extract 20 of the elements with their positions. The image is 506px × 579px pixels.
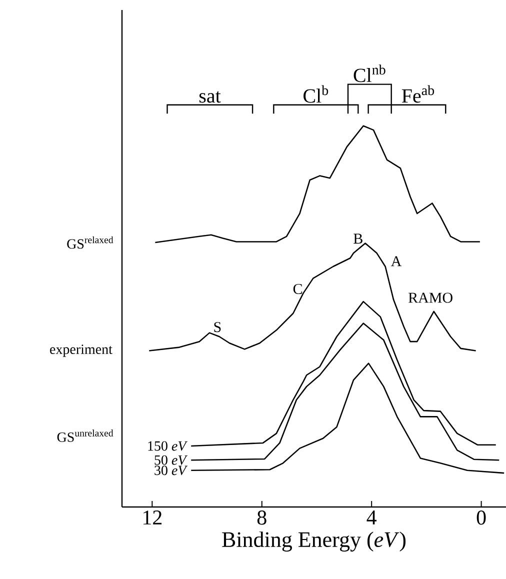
x-tick-label: 4 (366, 510, 377, 524)
annotation: A (390, 256, 402, 266)
x-axis-title: Binding Energy (eV) (222, 532, 406, 552)
text: Fe$^{ab}$ (402, 85, 434, 103)
series-label: 30 eV (154, 466, 188, 476)
x-tick-label: 8 (257, 510, 266, 525)
text: sat (199, 91, 221, 103)
annotation: B (354, 234, 362, 244)
text: $\mathrm{GS}^{\mathrm{unrelaxed}}$ (57, 430, 114, 442)
x-tick-label: 12 (144, 510, 162, 524)
series-label: 150 eV (148, 441, 188, 451)
text: experiment (50, 344, 112, 357)
text: Cl$^{nb}$ (354, 64, 386, 82)
annotation: RAMO (408, 292, 452, 303)
text: $\mathrm{GS}^{\mathrm{relaxed}}$ (67, 236, 114, 249)
annotation: C (293, 284, 302, 294)
x-tick-label: 0 (476, 510, 486, 525)
series-label: 50 eV (154, 455, 188, 465)
annotation: S (214, 322, 221, 332)
text: Cl$^{b}$ (304, 85, 328, 103)
